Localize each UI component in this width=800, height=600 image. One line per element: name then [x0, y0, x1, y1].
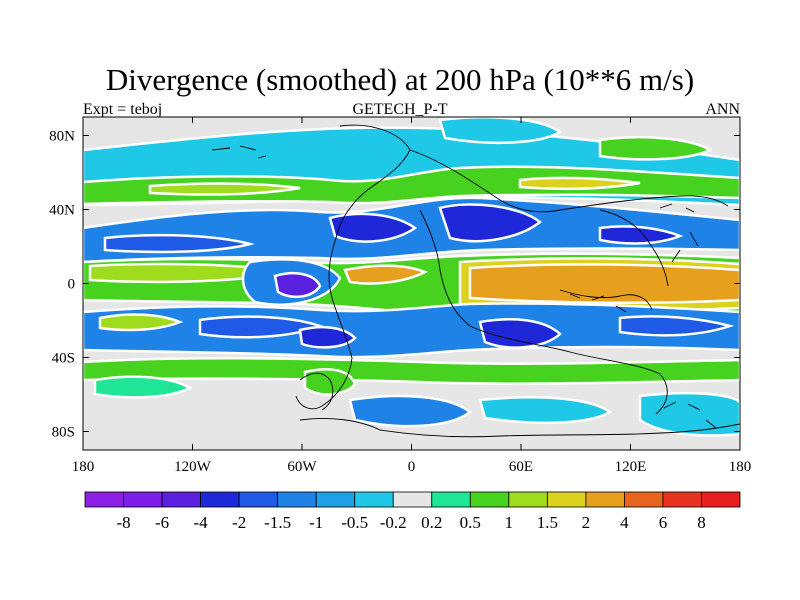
- y-tick-label: 0: [68, 277, 76, 293]
- contour-region: [348, 394, 473, 428]
- colorbar-label: -0.5: [341, 513, 368, 532]
- x-tick-label: 120E: [615, 459, 647, 475]
- colorbar-label: 4: [620, 513, 629, 532]
- contour-region: [438, 203, 543, 243]
- colorbar-swatch: [354, 491, 394, 508]
- colorbar-swatch: [277, 491, 317, 508]
- colorbar-label: -6: [155, 513, 169, 532]
- contour-region: [328, 212, 418, 243]
- experiment-label: Expt = teboj: [83, 101, 163, 118]
- colorbar-label: -1.5: [264, 513, 291, 532]
- colorbar-label: 1: [505, 513, 514, 532]
- x-tick-label: 60W: [287, 459, 317, 475]
- coastlines: [211, 124, 740, 438]
- contour-region: [303, 368, 357, 396]
- map-title: Divergence (smoothed) at 200 hPa (10**6 …: [105, 62, 695, 97]
- season-label: ANN: [705, 101, 740, 118]
- dataset-label: GETECH_P-T: [352, 101, 448, 118]
- colorbar-swatch: [84, 491, 124, 508]
- y-tick-label: 80S: [52, 425, 75, 441]
- x-tick-label: 0: [408, 459, 416, 475]
- colorbar-label: 2: [582, 513, 591, 532]
- colorbar-label: -1: [309, 513, 323, 532]
- continent-outline: [299, 372, 334, 411]
- colorbar-swatch: [546, 491, 587, 508]
- y-tick-label: 40S: [52, 351, 75, 367]
- colorbar-swatch: [200, 491, 240, 508]
- contour-region: [83, 356, 740, 385]
- colorbar-label: 0.2: [421, 513, 442, 532]
- contour-region: [638, 391, 740, 437]
- colorbar-swatch: [508, 491, 548, 508]
- x-tick-label: 180: [72, 459, 95, 475]
- y-tick-label: 80N: [49, 129, 75, 145]
- colorbar-swatch: [161, 491, 201, 508]
- contour-region: [518, 176, 641, 191]
- contour-region: [468, 263, 740, 305]
- contour-region: [98, 313, 184, 332]
- colorbar-label: -2: [232, 513, 246, 532]
- colorbar-swatch: [238, 491, 279, 508]
- x-tick-label: 60E: [509, 459, 533, 475]
- island-outline: [211, 145, 267, 159]
- continent-outline: [299, 418, 740, 438]
- y-tick-label: 40N: [49, 203, 75, 219]
- colorbar-swatch: [624, 491, 664, 508]
- island-outline: [663, 401, 717, 429]
- colorbar-swatch: [431, 491, 471, 508]
- x-tick-label: 120W: [174, 459, 212, 475]
- colorbar-swatch: [662, 491, 702, 508]
- contour-region: [298, 326, 357, 349]
- colorbar-swatch: [392, 491, 433, 508]
- contour-region: [598, 225, 684, 245]
- contour-region: [148, 182, 301, 196]
- colorbar-label: 0.5: [460, 513, 481, 532]
- colorbar-swatch: [123, 491, 163, 508]
- contour-region: [93, 375, 193, 399]
- colorbar: -8 -6 -4 -2 -1.5 -1 -0.5 -0.2 0.2 0.5 1 1.5 2 4 6 8: [84, 491, 741, 532]
- colorbar-label: -8: [116, 513, 130, 532]
- continent-outline: [559, 289, 653, 311]
- contour-region: [478, 396, 613, 425]
- colorbar-swatch: [315, 491, 356, 508]
- island-outline: [569, 293, 627, 313]
- colorbar-label: 6: [659, 513, 668, 532]
- colorbar-swatch: [585, 491, 625, 508]
- colorbar-label: -0.2: [380, 513, 407, 532]
- contour-region: [618, 315, 735, 337]
- colorbar-label: -4: [194, 513, 209, 532]
- contour-region: [478, 318, 562, 349]
- continent-outline: [419, 209, 668, 415]
- contour-region: [273, 272, 322, 299]
- x-tick-label: 180: [729, 459, 752, 475]
- x-axis: 180 120W 60W 0 60E 120E 180: [72, 117, 752, 475]
- contour-region: [598, 136, 713, 161]
- island-outline: [659, 203, 699, 263]
- continent-outline: [599, 209, 669, 287]
- colorbar-label: 1.5: [537, 513, 558, 532]
- colorbar-swatch: [469, 491, 510, 508]
- contour-region: [343, 264, 429, 285]
- continent-outline: [409, 149, 729, 213]
- contour-region: [103, 233, 255, 254]
- colorbar-label: 8: [697, 513, 706, 532]
- colorbar-swatch: [701, 491, 741, 508]
- y-axis: 80N 40N 0 40S 80S: [49, 129, 740, 441]
- contour-field: [83, 117, 740, 437]
